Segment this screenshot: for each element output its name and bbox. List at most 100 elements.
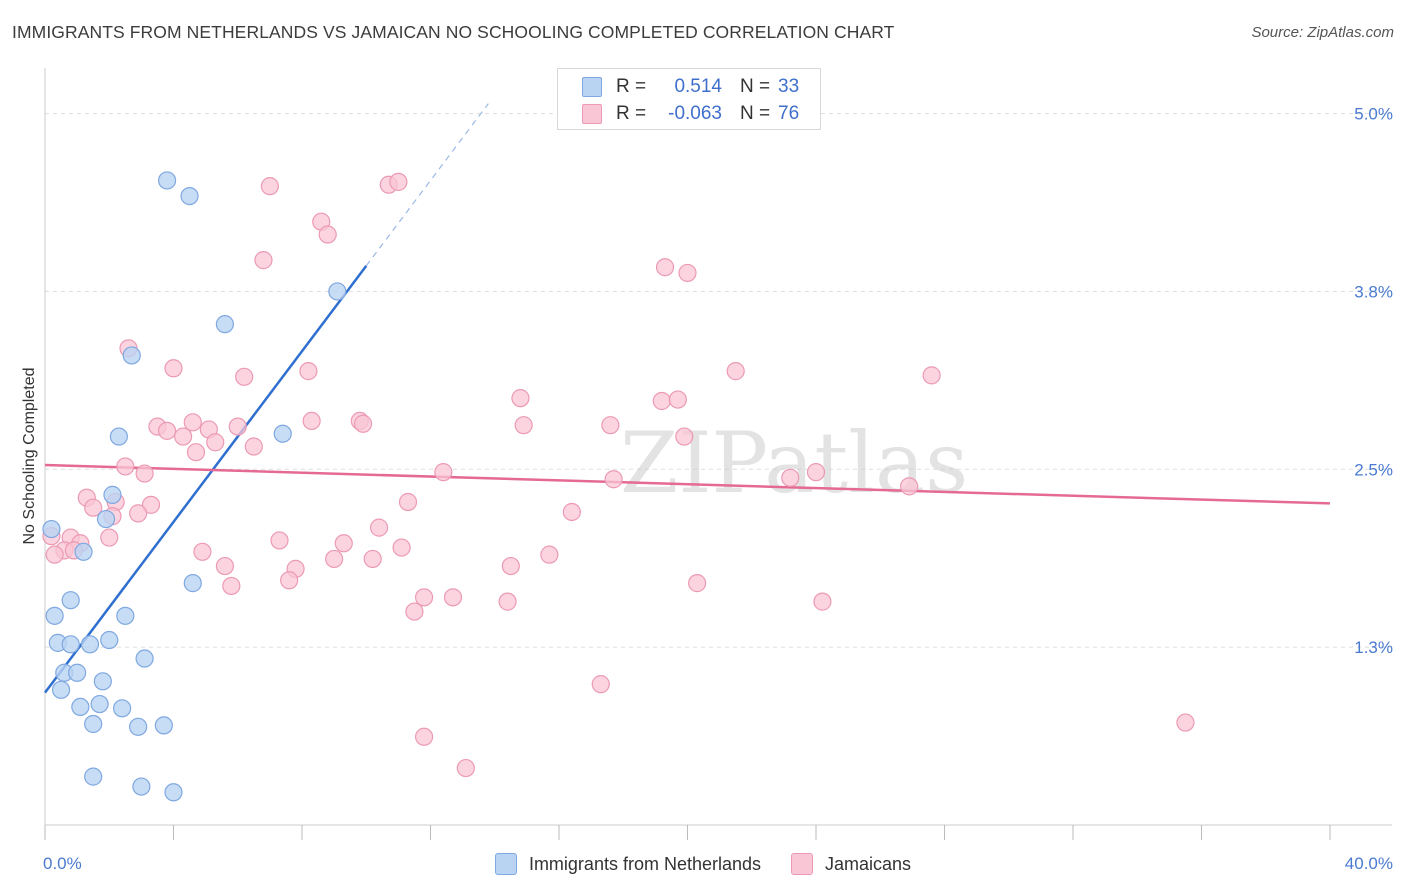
data-point-netherlands	[51, 680, 71, 699]
data-point-netherlands	[328, 282, 347, 301]
data-point-netherlands	[180, 186, 199, 206]
data-point-netherlands	[93, 672, 112, 691]
data-point-netherlands	[103, 485, 122, 504]
legend-label: Immigrants from Netherlands	[528, 853, 762, 874]
data-point-jamaicans	[540, 545, 559, 564]
data-point-netherlands	[68, 663, 87, 682]
data-point-jamaicans	[688, 574, 707, 593]
x-tick-label: 0.0%	[43, 854, 82, 873]
data-point-jamaicans	[215, 556, 234, 576]
data-point-netherlands	[215, 315, 234, 334]
data-point-netherlands	[100, 630, 119, 650]
data-point-netherlands	[154, 716, 173, 735]
data-point-jamaicans	[922, 366, 941, 385]
watermark: ZIPatlas	[620, 414, 968, 512]
data-point-jamaicans	[392, 538, 411, 557]
trend-line-dashed	[365, 103, 489, 267]
data-point-jamaicans	[100, 528, 119, 547]
data-point-jamaicans	[511, 389, 530, 408]
data-point-jamaicans	[726, 362, 745, 381]
data-point-jamaicans	[206, 433, 225, 452]
y-axis-label: No Schooling Completed	[21, 368, 38, 545]
data-point-netherlands	[116, 606, 135, 625]
trend-line-solid	[44, 463, 1331, 505]
data-point-jamaicans	[363, 549, 382, 569]
y-tick-label: 2.5%	[1354, 460, 1393, 479]
data-point-jamaicans	[353, 414, 373, 433]
data-point-jamaicans	[1176, 713, 1195, 732]
data-point-jamaicans	[299, 362, 318, 381]
data-point-netherlands	[164, 783, 183, 802]
data-point-jamaicans	[141, 495, 161, 514]
data-point-jamaicans	[806, 463, 826, 482]
data-point-jamaicans	[334, 534, 353, 553]
data-point-jamaicans	[900, 477, 919, 496]
legend-n-value: 33	[778, 76, 800, 97]
data-point-netherlands	[42, 519, 61, 539]
data-point-jamaicans	[84, 498, 103, 517]
data-point-jamaicans	[135, 464, 154, 483]
series-legend: Immigrants from Netherlands Jamaicans	[0, 851, 1406, 877]
legend-swatch-blue	[494, 853, 517, 875]
y-tick-labels: 5.0% 3.8% 2.5% 1.3%	[1354, 105, 1393, 658]
data-point-netherlands	[71, 697, 90, 717]
trend-line-netherlands	[44, 103, 489, 694]
legend-n-value: 76	[778, 103, 800, 124]
data-point-jamaicans	[164, 359, 183, 378]
data-point-jamaicans	[45, 545, 64, 564]
data-point-jamaicans	[434, 463, 453, 482]
legend-item-jamaicans: Jamaicans	[791, 853, 911, 875]
data-point-netherlands	[90, 694, 109, 714]
data-point-netherlands	[183, 574, 202, 593]
data-point-jamaicans	[222, 576, 241, 596]
data-point-jamaicans	[652, 391, 671, 411]
data-point-jamaicans	[414, 588, 434, 607]
points-netherlands	[42, 171, 347, 802]
data-point-netherlands	[112, 699, 132, 718]
data-point-jamaicans	[443, 588, 463, 607]
data-point-jamaicans	[193, 542, 212, 561]
data-point-jamaicans	[389, 172, 408, 191]
x-tick-labels: 0.0% 40.0%	[43, 854, 1393, 873]
legend-r-value: 0.514	[674, 76, 722, 97]
data-point-netherlands	[132, 777, 151, 796]
chart-title: IMMIGRANTS FROM NETHERLANDS VS JAMAICAN …	[12, 22, 895, 42]
legend-n-label: N =	[740, 103, 771, 124]
data-point-jamaicans	[370, 518, 389, 537]
legend-swatch-blue	[582, 77, 602, 97]
data-point-jamaicans	[186, 443, 206, 462]
data-point-jamaicans	[174, 427, 193, 446]
data-point-jamaicans	[668, 390, 687, 409]
legend-n-label: N =	[740, 76, 771, 97]
trend-line-jamaicans	[44, 463, 1331, 505]
data-point-netherlands	[109, 427, 128, 446]
data-point-jamaicans	[260, 177, 279, 196]
legend-r-label: R =	[616, 103, 647, 124]
legend-r-value: -0.063	[668, 103, 722, 124]
data-point-jamaicans	[116, 457, 135, 476]
points-jamaicans	[42, 172, 1195, 778]
data-point-jamaicans	[270, 531, 289, 550]
data-point-netherlands	[84, 714, 103, 734]
y-tick-label: 5.0%	[1354, 105, 1393, 124]
data-point-jamaicans	[129, 504, 148, 523]
x-tick-label: 40.0%	[1345, 854, 1393, 873]
axes	[44, 68, 1392, 840]
y-tick-label: 1.3%	[1354, 638, 1393, 657]
data-point-jamaicans	[678, 263, 697, 283]
data-point-jamaicans	[157, 421, 177, 440]
data-point-jamaicans	[325, 549, 344, 569]
legend-row-netherlands: R = 0.514 N = 33	[582, 75, 799, 99]
data-point-jamaicans	[405, 602, 424, 621]
data-point-jamaicans	[398, 492, 418, 512]
data-point-netherlands	[135, 649, 154, 668]
data-point-netherlands	[129, 717, 148, 736]
data-point-netherlands	[273, 424, 292, 443]
data-point-jamaicans	[456, 758, 475, 778]
data-point-jamaicans	[244, 437, 263, 456]
data-point-jamaicans	[675, 427, 694, 446]
data-point-jamaicans	[562, 502, 581, 522]
data-point-jamaicans	[183, 413, 202, 432]
legend-r-label: R =	[616, 76, 647, 97]
